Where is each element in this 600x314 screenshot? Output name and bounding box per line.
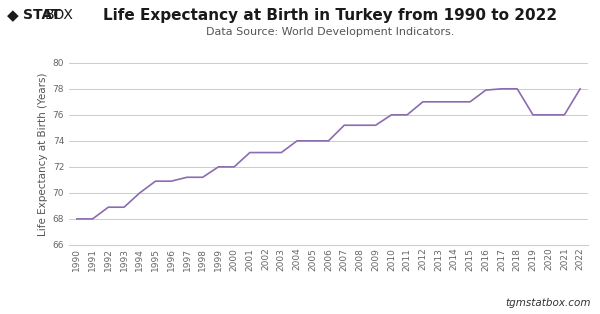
Text: STAT: STAT — [23, 8, 61, 22]
Text: Data Source: World Development Indicators.: Data Source: World Development Indicator… — [206, 27, 454, 37]
Text: Life Expectancy at Birth in Turkey from 1990 to 2022: Life Expectancy at Birth in Turkey from … — [103, 8, 557, 23]
Text: ◆: ◆ — [7, 8, 19, 23]
Text: tgmstatbox.com: tgmstatbox.com — [505, 298, 591, 308]
Text: BOX: BOX — [45, 8, 74, 22]
Y-axis label: Life Expectancy at Birth (Years): Life Expectancy at Birth (Years) — [38, 72, 49, 236]
